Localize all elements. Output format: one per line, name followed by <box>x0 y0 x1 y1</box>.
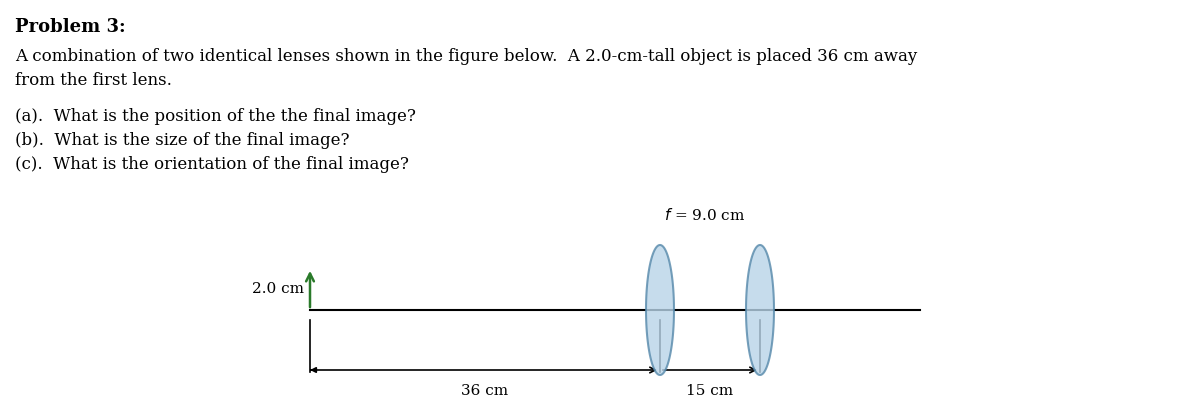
Polygon shape <box>646 245 674 375</box>
Text: (c).  What is the orientation of the final image?: (c). What is the orientation of the fina… <box>14 156 409 173</box>
Text: 36 cm: 36 cm <box>462 384 509 398</box>
Text: (a).  What is the position of the the final image?: (a). What is the position of the the fin… <box>14 108 416 125</box>
Text: (b).  What is the size of the final image?: (b). What is the size of the final image… <box>14 132 349 149</box>
Polygon shape <box>746 245 774 375</box>
Text: from the first lens.: from the first lens. <box>14 72 172 89</box>
Text: 2.0 cm: 2.0 cm <box>252 282 304 296</box>
Text: Problem 3:: Problem 3: <box>14 18 126 36</box>
Text: 15 cm: 15 cm <box>686 384 733 398</box>
Text: $f$ = 9.0 cm: $f$ = 9.0 cm <box>665 207 745 223</box>
Text: A combination of two identical lenses shown in the figure below.  A 2.0-cm-tall : A combination of two identical lenses sh… <box>14 48 917 65</box>
